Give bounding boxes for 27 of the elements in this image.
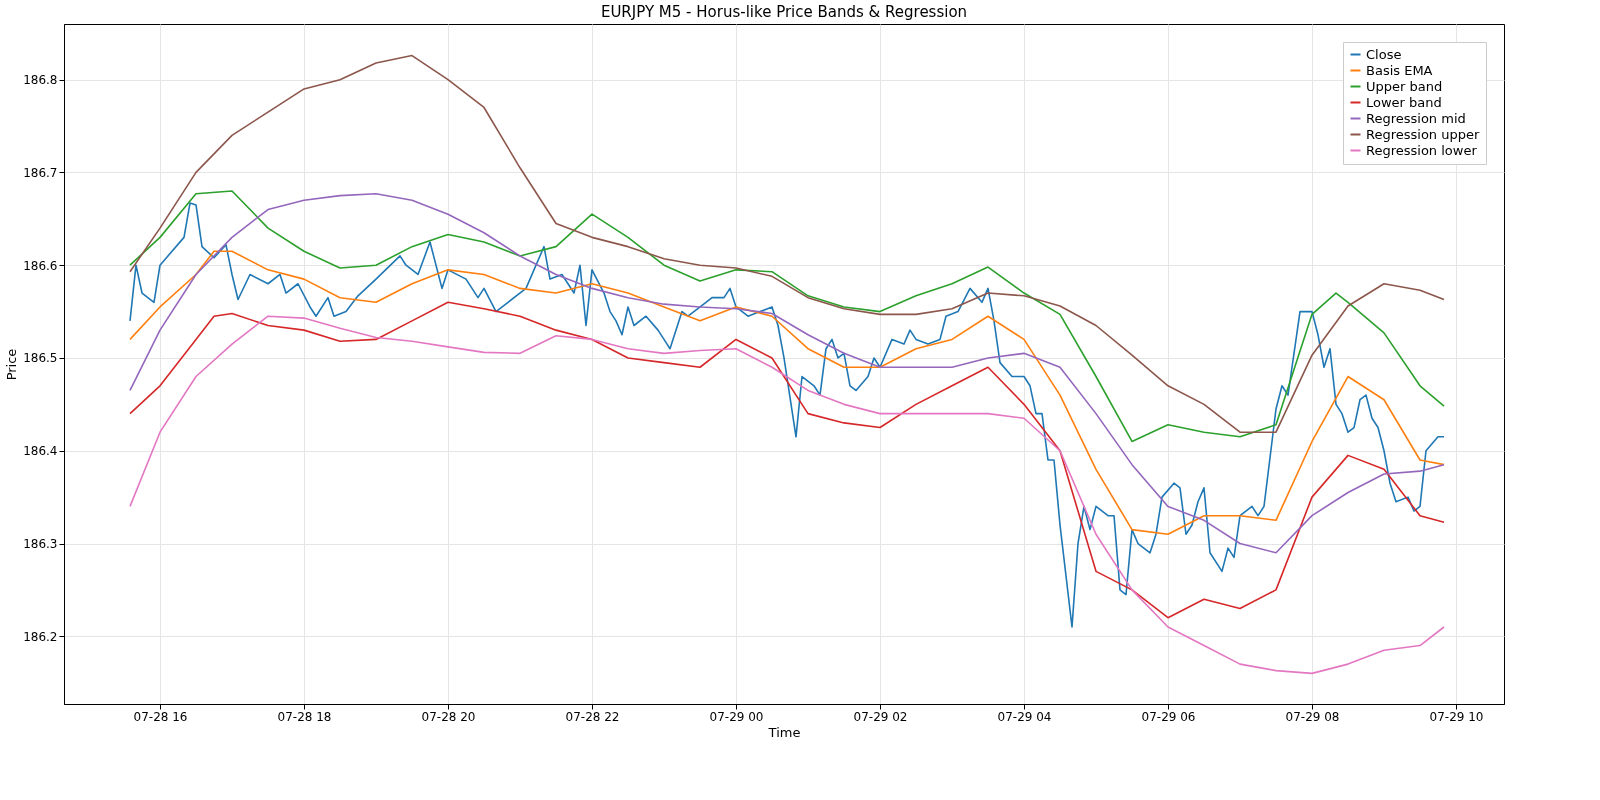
x-tick-label: 07-28 22: [565, 709, 620, 724]
chart-title: EURJPY M5 - Horus-like Price Bands & Regression: [600, 3, 968, 21]
y-tick-label: 186.8: [23, 73, 58, 88]
legend-label: Close: [1366, 46, 1402, 62]
x-axis-title: Time: [767, 724, 801, 740]
y-tick-label: 186.4: [23, 444, 58, 459]
x-tick-label: 07-29 08: [1285, 709, 1340, 724]
legend-label: Regression mid: [1366, 110, 1466, 126]
y-tick-label: 186.2: [23, 629, 58, 644]
y-tick-label: 186.3: [23, 537, 58, 552]
x-tick-label: 07-28 20: [421, 709, 476, 724]
y-tick-label: 186.5: [23, 351, 58, 366]
y-tick-label: 186.7: [23, 165, 58, 180]
legend-label: Upper band: [1366, 78, 1443, 94]
legend-label: Basis EMA: [1366, 62, 1433, 78]
x-tick-label: 07-28 16: [133, 709, 188, 724]
x-tick-label: 07-29 04: [997, 709, 1052, 724]
x-tick-label: 07-29 06: [1141, 709, 1196, 724]
x-tick-label: 07-29 00: [709, 709, 764, 724]
y-axis-title: Price: [4, 348, 20, 381]
legend-label: Lower band: [1366, 94, 1442, 110]
x-tick-label: 07-28 18: [277, 709, 332, 724]
legend-label: Regression lower: [1366, 142, 1478, 158]
legend-label: Regression upper: [1366, 126, 1480, 142]
y-tick-label: 186.6: [23, 258, 58, 273]
x-tick-label: 07-29 10: [1429, 709, 1484, 724]
x-tick-label: 07-29 02: [853, 709, 908, 724]
